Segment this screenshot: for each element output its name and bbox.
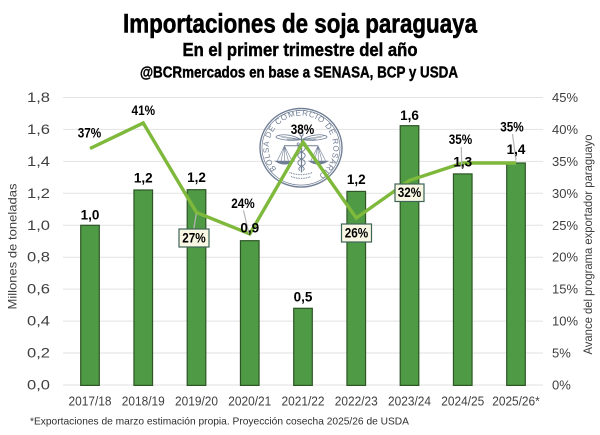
svg-text:2023/24: 2023/24 (388, 394, 431, 409)
svg-text:35%: 35% (552, 154, 578, 169)
svg-text:2025/26*: 2025/26* (492, 394, 540, 409)
svg-text:40%: 40% (552, 122, 578, 137)
svg-text:1,8: 1,8 (27, 89, 50, 105)
svg-text:2019/20: 2019/20 (175, 394, 218, 409)
svg-text:1,4: 1,4 (27, 153, 50, 169)
svg-text:2021/22: 2021/22 (282, 394, 325, 409)
svg-text:0,2: 0,2 (27, 345, 50, 361)
svg-text:1,3: 1,3 (453, 155, 472, 170)
svg-text:Avance del programa exportador: Avance del programa exportador paraguayo (581, 134, 595, 354)
svg-text:Millones de toneladas: Millones de toneladas (6, 184, 20, 310)
svg-text:38%: 38% (291, 122, 315, 137)
svg-text:10%: 10% (552, 314, 578, 329)
svg-text:1,2: 1,2 (347, 172, 366, 187)
svg-text:1,2: 1,2 (187, 170, 206, 185)
svg-text:41%: 41% (132, 103, 156, 118)
svg-text:20%: 20% (552, 250, 578, 265)
svg-text:@BCRmercados en base a SENASA,: @BCRmercados en base a SENASA, BCP y USD… (140, 64, 458, 81)
svg-text:35%: 35% (449, 132, 473, 147)
svg-text:37%: 37% (78, 126, 102, 141)
svg-text:35%: 35% (500, 120, 524, 135)
svg-text:2017/18: 2017/18 (69, 394, 112, 409)
svg-text:1,4: 1,4 (507, 142, 526, 157)
svg-text:32%: 32% (398, 185, 422, 200)
svg-text:27%: 27% (182, 231, 206, 246)
svg-text:15%: 15% (552, 282, 578, 297)
svg-text:0,5: 0,5 (294, 289, 313, 304)
svg-text:En el primer trimestre del año: En el primer trimestre del año (183, 40, 418, 60)
svg-text:Importaciones de soja paraguay: Importaciones de soja paraguaya (123, 8, 477, 38)
svg-text:2020/21: 2020/21 (228, 394, 271, 409)
svg-text:0,4: 0,4 (27, 313, 50, 329)
svg-text:25%: 25% (552, 218, 578, 233)
svg-text:1,2: 1,2 (134, 170, 153, 185)
svg-text:24%: 24% (231, 196, 255, 211)
svg-text:0,6: 0,6 (27, 281, 50, 297)
svg-text:26%: 26% (345, 226, 369, 241)
svg-text:1,0: 1,0 (27, 217, 50, 233)
svg-text:0,9: 0,9 (240, 220, 259, 235)
svg-text:2022/23: 2022/23 (335, 394, 378, 409)
svg-text:1,2: 1,2 (27, 185, 50, 201)
svg-text:1,0: 1,0 (81, 208, 100, 223)
svg-text:2018/19: 2018/19 (122, 394, 165, 409)
svg-text:2024/25: 2024/25 (441, 394, 484, 409)
svg-text:0,0: 0,0 (27, 377, 50, 393)
svg-text:1,6: 1,6 (400, 108, 419, 123)
svg-text:1,6: 1,6 (27, 121, 50, 137)
svg-text:30%: 30% (552, 186, 578, 201)
svg-text:45%: 45% (552, 90, 578, 105)
svg-text:0,8: 0,8 (27, 249, 50, 265)
svg-text:0%: 0% (552, 378, 571, 393)
svg-text:5%: 5% (552, 346, 571, 361)
svg-text:*Exportaciones de marzo estima: *Exportaciones de marzo estimación propi… (30, 416, 409, 428)
